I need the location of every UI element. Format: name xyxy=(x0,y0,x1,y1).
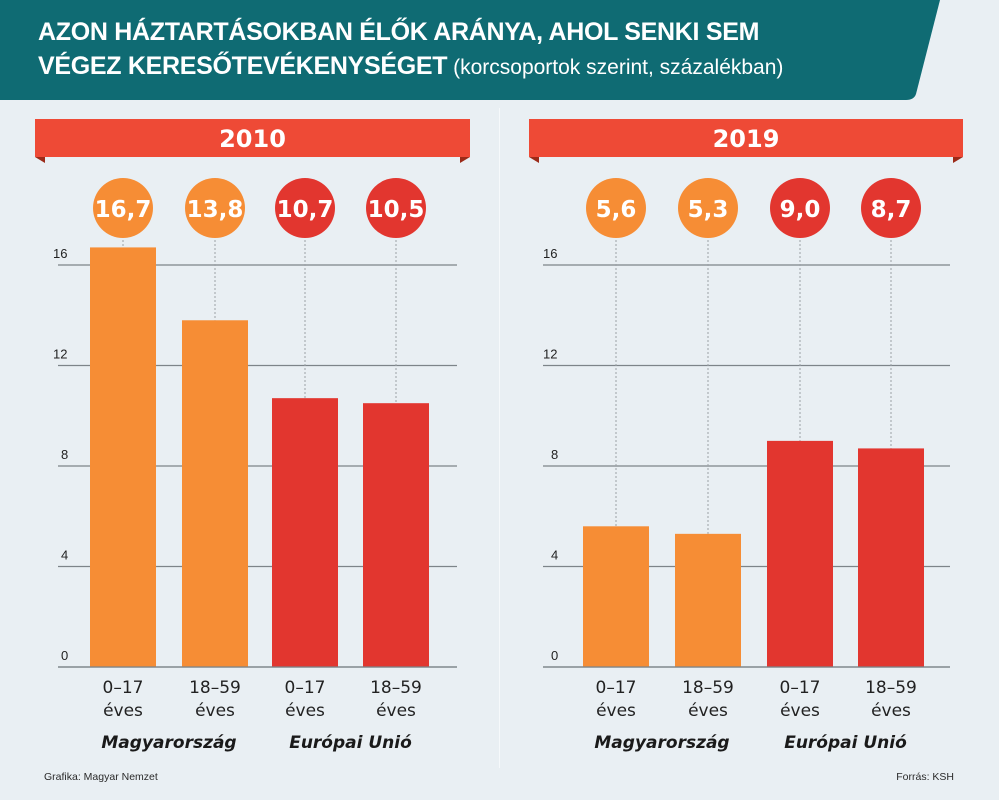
data-source: Forrás: KSH xyxy=(896,771,954,783)
y-tick-label: 8 xyxy=(61,447,68,462)
ribbon-tail-left xyxy=(35,157,45,163)
y-tick-label: 0 xyxy=(551,648,558,663)
data-label: 9,0 xyxy=(780,197,821,223)
ribbon-tail-left xyxy=(529,157,539,163)
group-label: Magyarország xyxy=(594,733,729,753)
ribbon-tail-right xyxy=(953,157,963,163)
data-label: 5,3 xyxy=(688,197,729,223)
value-bubble xyxy=(770,178,830,238)
x-tick-label: 18–59 xyxy=(370,678,422,698)
x-tick-label-unit: éves xyxy=(596,701,636,721)
value-bubble xyxy=(93,178,153,238)
bar xyxy=(675,533,741,667)
value-bubble xyxy=(275,178,335,238)
year-ribbon xyxy=(35,119,470,157)
bar xyxy=(182,320,248,667)
x-tick-label-unit: éves xyxy=(780,701,820,721)
x-tick-label: 0–17 xyxy=(596,678,637,698)
x-tick-label: 0–17 xyxy=(103,678,144,698)
x-tick-label: 18–59 xyxy=(189,678,241,698)
chart-title-line-1: AZON HÁZTARTÁSOKBAN ÉLŐK ARÁNYA, AHOL SE… xyxy=(38,18,760,46)
y-tick-label: 16 xyxy=(543,246,557,261)
data-label: 16,7 xyxy=(95,197,152,223)
data-label: 8,7 xyxy=(871,197,912,223)
x-tick-label-unit: éves xyxy=(195,701,235,721)
bar xyxy=(583,526,649,667)
y-tick-label: 4 xyxy=(61,548,68,563)
ribbon-tail-right xyxy=(460,157,470,163)
chart-subtitle: (korcsoportok szerint, százalékban) xyxy=(447,56,784,79)
header-background xyxy=(0,0,940,100)
data-label: 10,7 xyxy=(277,197,334,223)
group-label: Magyarország xyxy=(101,733,236,753)
group-label: Európai Unió xyxy=(784,733,907,753)
year-label: 2010 xyxy=(219,125,286,153)
value-bubble xyxy=(586,178,646,238)
value-bubble xyxy=(366,178,426,238)
data-label: 13,8 xyxy=(187,197,244,223)
data-label: 5,6 xyxy=(596,197,637,223)
bar xyxy=(363,403,429,667)
bar xyxy=(272,398,338,667)
data-label: 10,5 xyxy=(368,197,425,223)
graphics-credit: Grafika: Magyar Nemzet xyxy=(44,771,158,783)
bar xyxy=(767,440,833,667)
x-tick-label-unit: éves xyxy=(688,701,728,721)
x-tick-label: 18–59 xyxy=(865,678,917,698)
x-tick-label-unit: éves xyxy=(285,701,325,721)
y-tick-label: 12 xyxy=(543,347,557,362)
value-bubble xyxy=(678,178,738,238)
y-tick-label: 16 xyxy=(53,246,67,261)
y-tick-label: 4 xyxy=(551,548,558,563)
y-tick-label: 12 xyxy=(53,347,67,362)
x-tick-label-unit: éves xyxy=(103,701,143,721)
x-tick-label: 0–17 xyxy=(780,678,821,698)
year-ribbon xyxy=(529,119,963,157)
chart-title-line-2: VÉGEZ KERESŐTEVÉKENYSÉGET (korcsoportok … xyxy=(38,52,783,81)
y-tick-label: 8 xyxy=(551,447,558,462)
value-bubble xyxy=(185,178,245,238)
y-tick-label: 0 xyxy=(61,648,68,663)
group-label: Európai Unió xyxy=(289,733,412,753)
x-tick-label-unit: éves xyxy=(871,701,911,721)
x-tick-label: 18–59 xyxy=(682,678,734,698)
year-label: 2019 xyxy=(713,125,780,153)
bar xyxy=(90,247,156,667)
header-banner: AZON HÁZTARTÁSOKBAN ÉLŐK ARÁNYA, AHOL SE… xyxy=(0,0,999,100)
x-tick-label: 0–17 xyxy=(285,678,326,698)
x-tick-label-unit: éves xyxy=(376,701,416,721)
bar xyxy=(858,448,924,667)
panel-divider xyxy=(499,108,500,768)
value-bubble xyxy=(861,178,921,238)
chart-title-line-2-text: VÉGEZ KERESŐTEVÉKENYSÉGET xyxy=(38,52,448,80)
